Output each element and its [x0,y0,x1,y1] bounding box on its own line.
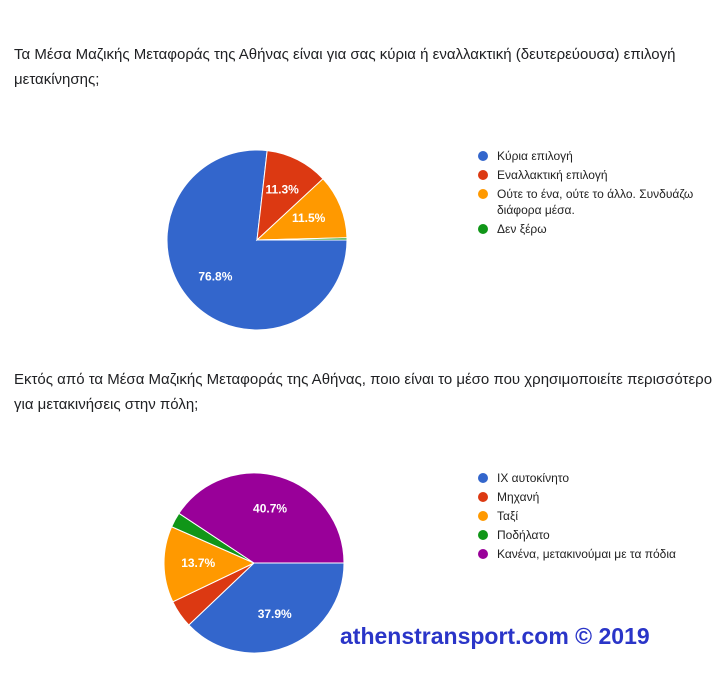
value-label: 76.8% [198,269,232,283]
legend-label: Κύρια επιλογή [497,149,573,163]
legend-label: Ποδήλατο [497,528,550,542]
value-label: 11.5% [292,211,326,225]
legend-label: Ούτε το ένα, ούτε το άλλο. Συνδυάζω διάφ… [497,187,694,217]
legend-item: IX αυτοκίνητο [478,470,718,486]
legend-label: Μηχανή [497,490,540,504]
legend-item: Εναλλακτική επιλογή [478,167,718,183]
legend-label: IX αυτοκίνητο [497,471,569,485]
legend-swatch [478,224,488,234]
legend-swatch [478,530,488,540]
value-label: 13.7% [181,556,215,570]
legend-swatch [478,151,488,161]
legend-label: Δεν ξέρω [497,222,547,236]
pie-slice [178,472,345,564]
legend-item: Κανένα, μετακινούμαι με τα πόδια [478,546,718,562]
legend-swatch [478,511,488,521]
legend-label: Εναλλακτική επιλογή [497,168,608,182]
legend-label: Ταξί [497,509,518,523]
legend: Κύρια επιλογή Εναλλακτική επιλογή Ούτε το … [478,148,718,240]
legend: IX αυτοκίνητο Μηχανή Ταξί Ποδήλατο Κανένα, μ… [478,470,718,565]
value-label: 40.7% [253,502,287,516]
watermark: athenstransport.com © 2019 [340,623,650,649]
legend-swatch [478,473,488,483]
legend-item: Μηχανή [478,489,718,505]
legend-item: Κύρια επιλογή [478,148,718,164]
legend-label: Κανένα, μετακινούμαι με τα πόδια [497,547,676,561]
pie-slice [256,237,348,241]
pie-slice [255,178,348,241]
pie-slice [163,526,256,603]
legend-swatch [478,492,488,502]
legend-swatch [478,549,488,559]
legend-item: Ταξί [478,508,718,524]
legend-item: Δεν ξέρω [478,221,718,237]
legend-item: Ποδήλατο [478,527,718,543]
chart-title: Εκτός από τα Μέσα Μαζικής Μεταφοράς της … [14,371,713,413]
legend-item: Ούτε το ένα, ούτε το άλλο. Συνδυάζω διάφ… [478,186,718,218]
pie-slice [188,562,345,654]
legend-swatch [478,170,488,180]
value-label: 11.3% [265,182,299,196]
value-label: 37.9% [258,607,292,621]
chart-title: Τα Μέσα Μαζικής Μεταφοράς της Αθήνας είν… [14,46,676,88]
legend-swatch [478,189,488,199]
pie-slice [256,150,324,242]
